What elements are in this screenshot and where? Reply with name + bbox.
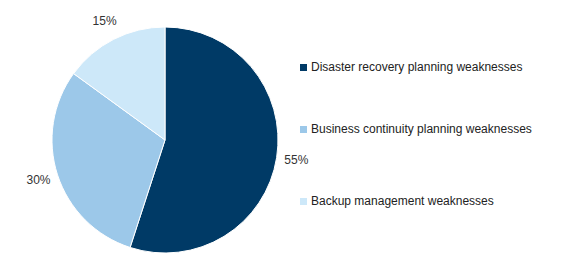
legend-label: Disaster recovery planning weaknesses	[311, 60, 522, 74]
legend-label: Backup management weaknesses	[311, 194, 494, 208]
legend-label: Business continuity planning weaknesses	[311, 122, 532, 136]
data-label: 55%	[284, 153, 308, 167]
data-labels: 55% 30% 15%	[26, 14, 308, 188]
chart-container: 55% 30% 15% Disaster recovery planning weak…	[0, 0, 580, 279]
legend-swatch	[300, 126, 307, 133]
legend: Disaster recovery planning weaknesses Bus…	[300, 60, 532, 208]
data-label: 15%	[93, 14, 117, 28]
chart: 55% 30% 15% Disaster recovery planning weak…	[0, 0, 580, 279]
legend-swatch	[300, 64, 307, 71]
pie	[52, 27, 278, 253]
legend-swatch	[300, 198, 307, 205]
data-label: 30%	[26, 173, 50, 187]
pie-slice	[74, 27, 165, 140]
